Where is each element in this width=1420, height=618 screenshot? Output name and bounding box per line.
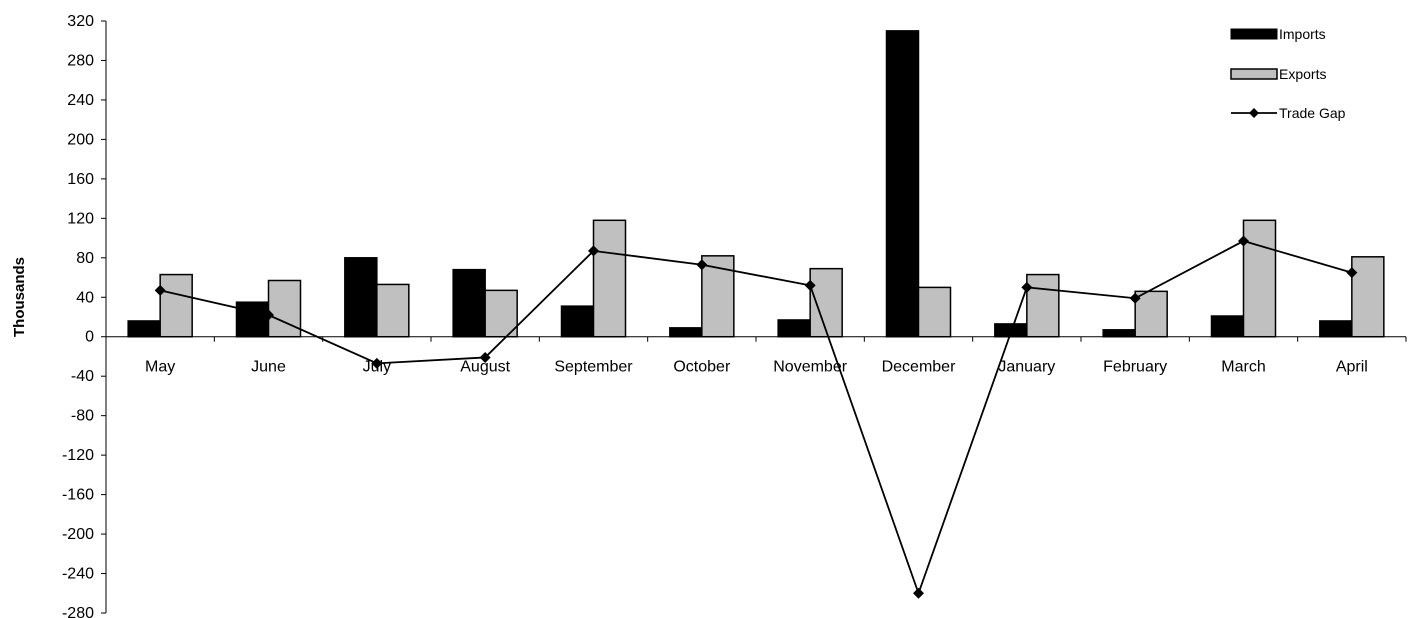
y-tick-label: 80 xyxy=(76,250,94,267)
x-tick-label: June xyxy=(251,359,286,376)
x-tick-label: February xyxy=(1103,359,1167,376)
imports-bar xyxy=(560,305,595,338)
exports-bar xyxy=(376,283,410,338)
trade-gap-marker xyxy=(263,309,274,321)
exports-bar xyxy=(1242,219,1277,338)
trade-gap-marker xyxy=(1346,267,1358,279)
exports-bar xyxy=(917,286,952,338)
y-tick-label: -120 xyxy=(62,447,94,464)
trade-gap-marker xyxy=(154,284,166,296)
legend-trade-gap-marker xyxy=(1249,108,1259,118)
trade-gap-marker xyxy=(1129,292,1141,304)
y-tick-label: 120 xyxy=(67,210,94,227)
bars-group xyxy=(127,30,1385,338)
x-tick-label: April xyxy=(1336,359,1368,376)
imports-bar xyxy=(1102,329,1136,338)
legend-imports-swatch xyxy=(1230,28,1278,40)
trade-gap-line xyxy=(159,240,1353,596)
trade-gap-marker xyxy=(1238,235,1249,247)
x-tick-label: August xyxy=(460,359,510,376)
x-tick-label: March xyxy=(1221,359,1265,376)
legend-label: Trade Gap xyxy=(1279,105,1346,121)
trade-gap-marker xyxy=(479,351,491,363)
trade-gap-series xyxy=(154,235,1358,599)
imports-bar xyxy=(669,327,703,338)
exports-bar xyxy=(592,219,627,338)
y-tick-label: -80 xyxy=(71,408,94,425)
y-tick-label: -240 xyxy=(62,566,94,583)
trade-gap-marker xyxy=(804,279,816,291)
imports-bar xyxy=(1210,315,1245,338)
y-axis-title: Thousands xyxy=(11,257,28,337)
legend-label: Imports xyxy=(1279,26,1326,42)
y-tick-label: -160 xyxy=(62,487,94,504)
trade-gap-marker xyxy=(588,245,599,257)
exports-bar xyxy=(809,267,843,338)
x-axis-ticks xyxy=(105,336,1407,342)
exports-bar xyxy=(267,279,302,338)
imports-bar xyxy=(777,319,811,338)
trade-gap-marker xyxy=(913,587,924,599)
y-tick-label: 0 xyxy=(85,329,94,346)
x-tick-label: December xyxy=(882,359,956,376)
legend-exports-swatch xyxy=(1230,68,1278,80)
x-tick-label: September xyxy=(554,359,633,376)
x-axis-labels: May June July August September October Novembe… xyxy=(145,359,1368,376)
y-tick-label: 40 xyxy=(76,289,94,306)
imports-bar xyxy=(235,301,270,338)
y-tick-label: 320 xyxy=(67,13,94,30)
y-tick-label: 240 xyxy=(67,92,94,109)
x-tick-label: October xyxy=(673,359,731,376)
x-tick-label: November xyxy=(773,359,847,376)
x-tick-label: January xyxy=(998,359,1055,376)
y-tick-label: -200 xyxy=(62,526,94,543)
y-tick-label: -280 xyxy=(62,605,94,618)
imports-bar xyxy=(452,268,486,338)
imports-bar xyxy=(127,320,161,338)
y-tick-label: 160 xyxy=(67,171,94,188)
y-tick-label: 280 xyxy=(67,52,94,69)
trade-gap-marker xyxy=(696,259,708,271)
exports-bar xyxy=(159,273,193,338)
exports-bar xyxy=(1026,273,1060,338)
imports-bar xyxy=(1319,320,1353,338)
exports-bar xyxy=(1351,256,1385,338)
y-axis-ticks: 320 280 240 200 160 120 80 40 0 -40 -80 -120 -160 -20… xyxy=(62,13,106,618)
y-tick-label: -40 xyxy=(71,368,94,385)
x-tick-label: May xyxy=(145,359,175,376)
trade-gap-marker xyxy=(371,357,383,369)
exports-bar xyxy=(484,289,518,338)
y-tick-label: 200 xyxy=(67,131,94,148)
x-tick-label: July xyxy=(363,359,391,376)
legend-label: Exports xyxy=(1279,66,1326,82)
imports-bar xyxy=(344,257,378,338)
legend: Imports Exports Trade Gap xyxy=(1230,26,1346,121)
imports-bar xyxy=(885,30,920,338)
trade-gap-marker xyxy=(1021,281,1033,293)
exports-bar xyxy=(1134,290,1168,338)
